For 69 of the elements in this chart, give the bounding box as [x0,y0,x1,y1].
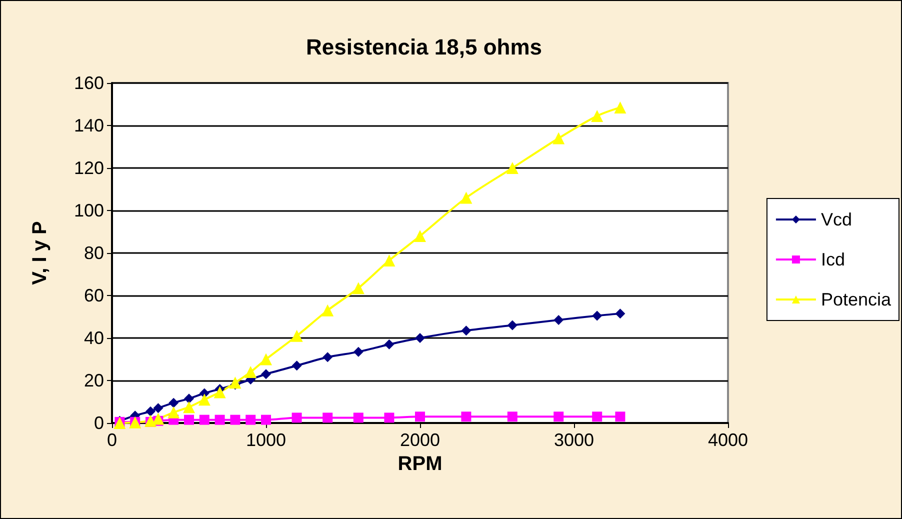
point [461,412,472,422]
y-tick-label: 120 [74,158,104,178]
chart-title: Resistencia 18,5 ohms [306,34,542,60]
point [554,314,564,325]
y-tick-label: 80 [84,243,104,263]
point [507,320,518,330]
point [229,376,242,389]
point [414,230,426,242]
y-tick-label: 160 [74,73,104,93]
point [290,330,303,342]
point [292,412,302,423]
x-tick-label: 0 [106,430,118,450]
point [183,401,195,414]
point [214,386,226,398]
point [384,412,394,423]
point [153,403,164,414]
point [460,192,472,204]
y-tick-label: 60 [84,286,104,306]
point [198,394,210,406]
point [506,162,518,174]
point [184,414,194,425]
point [461,326,472,336]
point [322,412,333,423]
point [353,412,364,423]
x-tick-label: 2000 [400,430,440,450]
point [230,414,240,425]
legend-label: Potencia [820,290,892,310]
point [592,412,602,422]
point [199,414,210,425]
point [261,414,271,425]
y-tick-label: 100 [74,200,104,220]
point [591,110,604,122]
point [615,412,626,422]
x-tick-label: 3000 [554,430,594,450]
point [415,412,425,422]
point [384,339,394,350]
point [260,353,272,366]
point [322,304,334,316]
point [146,406,156,416]
point [168,406,180,418]
point [507,412,518,422]
point [292,360,302,371]
y-tick-label: 0 [94,413,104,433]
point [261,369,271,380]
point [353,346,364,357]
point [415,333,425,343]
point [614,101,626,114]
point [322,352,333,362]
y-axis-title: V, I y P [29,221,51,285]
point [383,254,396,266]
y-tick-label: 140 [74,116,104,136]
x-axis-title: RPM [398,452,442,475]
point [244,366,257,378]
y-tick-label: 40 [84,328,104,348]
legend-label: Icd [820,250,845,270]
legend-label: Vcd [820,210,852,230]
point [352,282,364,294]
point [168,398,179,408]
point [246,414,256,425]
point [184,394,194,404]
x-tick-label: 4000 [708,430,748,450]
point [214,414,225,425]
x-tick-label: 1000 [246,430,286,450]
point [592,310,602,321]
point [152,412,164,425]
y-tick-label: 20 [84,370,104,390]
point [615,308,626,319]
point [554,412,564,422]
point [552,132,565,144]
